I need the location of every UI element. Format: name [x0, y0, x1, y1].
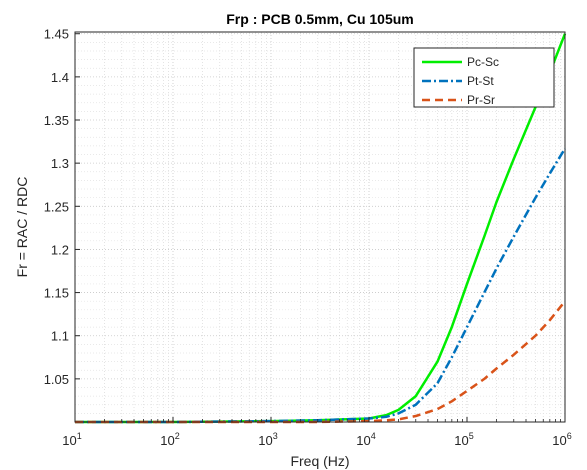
x-tick-labels: 101 102 103 104 105 106	[62, 431, 571, 448]
x-tick-label: 106	[552, 431, 571, 448]
legend-label: Pc-Sc	[467, 55, 499, 69]
y-tick-label: 1.3	[51, 156, 69, 171]
y-axis-label: Fr = RAC / RDC	[14, 177, 30, 278]
y-tick-label: 1.1	[51, 329, 69, 344]
tick-marks	[74, 33, 566, 422]
y-tick-labels: 1.05 1.1 1.15 1.2 1.25 1.3 1.35 1.4 1.45	[44, 27, 69, 387]
x-tick-label: 102	[160, 431, 179, 448]
legend: Pc-Sc Pt-St Pr-Sr	[413, 47, 555, 108]
y-tick-label: 1.4	[51, 70, 69, 85]
y-tick-label: 1.05	[44, 372, 69, 387]
legend-box	[413, 47, 555, 108]
y-tick-label: 1.2	[51, 242, 69, 257]
y-tick-label: 1.15	[44, 286, 69, 301]
legend-label: Pr-Sr	[467, 93, 495, 107]
y-tick-label: 1.35	[44, 113, 69, 128]
x-tick-label: 105	[454, 431, 473, 448]
legend-label: Pt-St	[467, 74, 494, 88]
plot-border	[74, 31, 566, 423]
y-tick-label: 1.25	[44, 199, 69, 214]
series-line-pt-st	[75, 147, 567, 424]
x-tick-label: 104	[356, 431, 375, 448]
x-axis-label: Freq (Hz)	[290, 453, 349, 469]
y-tick-label: 1.45	[44, 27, 69, 42]
x-tick-label: 103	[258, 431, 277, 448]
chart-title: Frp : PCB 0.5mm, Cu 105um	[226, 11, 414, 27]
x-tick-label: 101	[62, 431, 81, 448]
